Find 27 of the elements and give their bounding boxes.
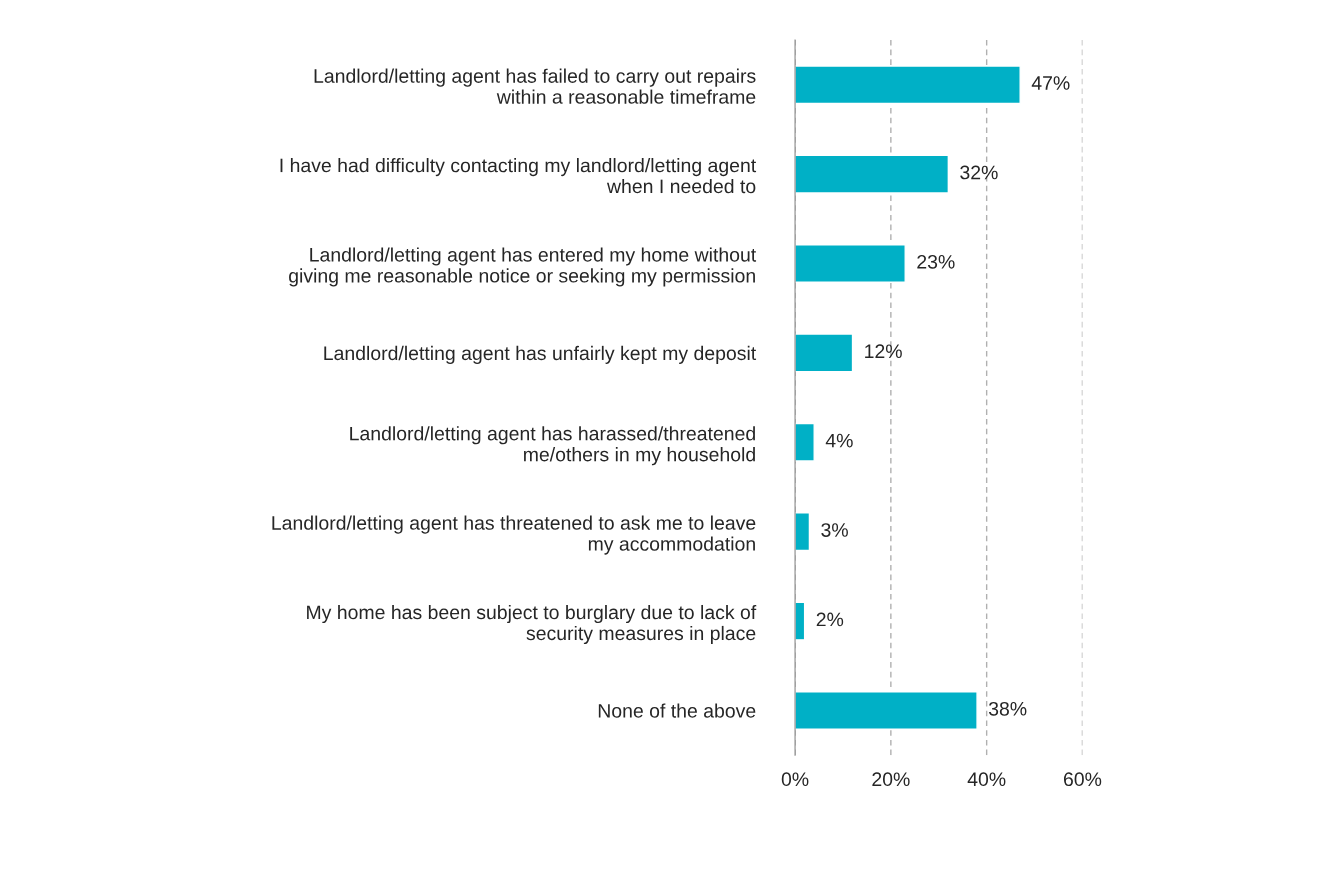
y-tick-label: Landlord/letting agent has threatened to ask me to leave my accommodation	[272, 515, 756, 555]
data-label: 47%	[1031, 76, 1070, 90]
x-tick-label: 60%	[1063, 772, 1102, 787]
bar	[795, 154, 950, 194]
x-tick-label: 0%	[781, 772, 809, 787]
y-tick-label: Landlord/letting agent has entered my home without giving me reasonable notice or seeking my permission	[289, 247, 757, 287]
bar	[795, 333, 854, 373]
data-label: 12%	[865, 344, 902, 359]
data-label: 2%	[816, 612, 844, 627]
bar	[795, 65, 1021, 105]
x-tick-label: 40%	[967, 772, 1006, 787]
y-tick-label: My home has been subject to burglary due to lack of security measures in place	[307, 604, 757, 645]
y-tick-label: None of the above	[598, 703, 756, 718]
y-tick-label: Landlord/letting agent has harassed/threatened me/others in my household	[350, 426, 755, 466]
y-tick-label: I have had difficulty contacting my landlord/letting agent when I needed to	[280, 158, 757, 194]
data-label: 23%	[917, 254, 955, 269]
bar	[795, 244, 906, 283]
data-label: 32%	[960, 165, 998, 180]
data-label: 38%	[988, 701, 1027, 716]
bar	[795, 512, 811, 552]
bar	[795, 690, 978, 730]
x-tick-label: 20%	[872, 772, 910, 787]
y-tick-label: Landlord/letting agent has unfairly kept my deposit	[324, 345, 757, 364]
y-tick-label: Landlord/letting agent has failed to carry out repairs within a reasonable timeframe	[314, 68, 756, 104]
data-label: 4%	[825, 433, 853, 448]
data-label: 3%	[821, 523, 848, 537]
bar	[795, 422, 815, 462]
